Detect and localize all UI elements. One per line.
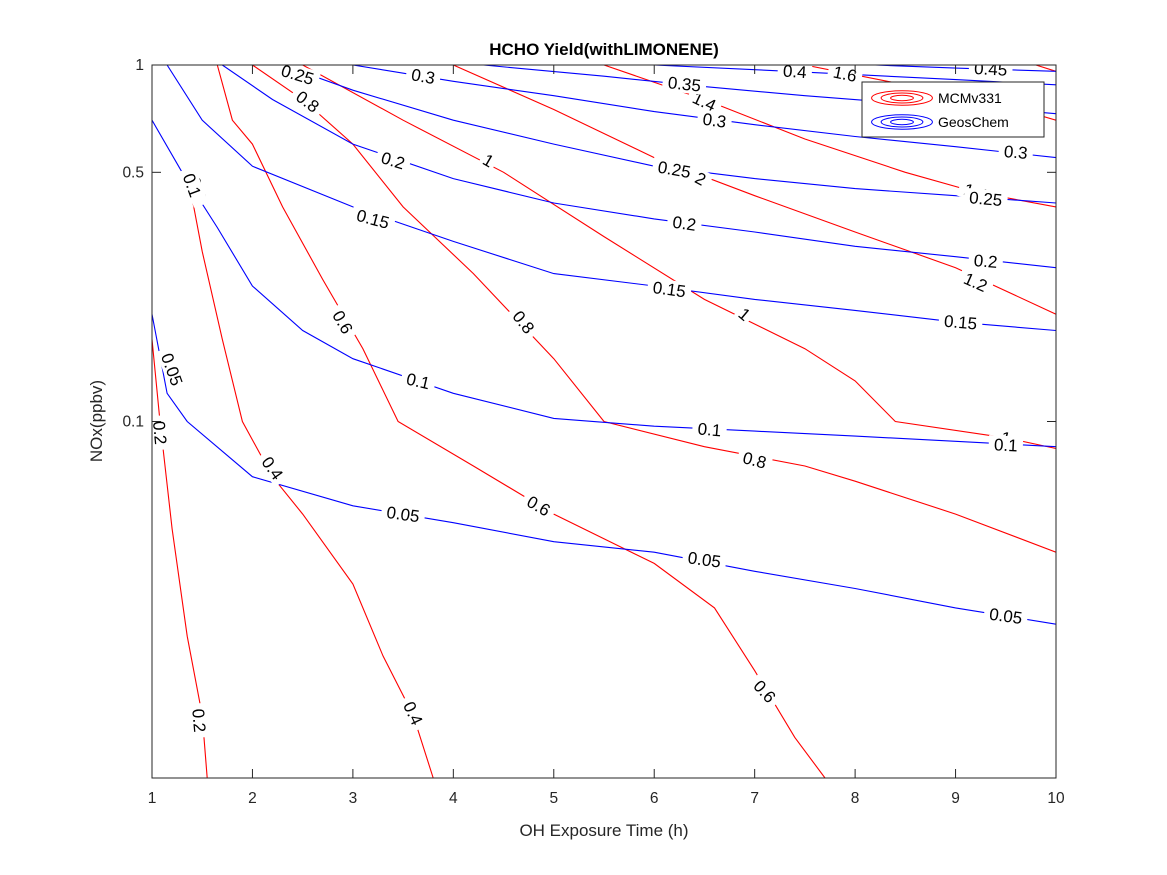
x-tick-label: 3	[349, 790, 358, 807]
contour-label-text: 0.05	[988, 605, 1023, 628]
y-tick-label: 0.1	[122, 414, 144, 431]
x-tick-label: 5	[549, 790, 558, 807]
contour-label-mcmv331: 0.2	[188, 702, 210, 739]
contour-label-text: 1.6	[831, 63, 858, 86]
x-tick-label: 2	[248, 790, 257, 807]
contour-label-text: 0.45	[974, 59, 1008, 80]
contour-label-geoschem: 0.3	[404, 65, 442, 88]
contour-label-text: 0.35	[667, 73, 702, 95]
contour-label-mcmv331: 1	[732, 302, 757, 327]
contour-label-geoschem: 0.2	[666, 211, 703, 235]
contour-label-geoschem: 0.4	[777, 61, 813, 82]
y-tick-label: 0.5	[122, 164, 144, 181]
contour-label-geoschem: 0.3	[997, 141, 1034, 163]
contour-label-text: 0.2	[671, 213, 697, 235]
contour-label-text: 0.05	[385, 503, 420, 526]
contour-label-text: 0.2	[973, 251, 998, 272]
contour-label-geoschem: 0.35	[661, 72, 708, 96]
contour-label-text: 0.15	[943, 312, 978, 334]
x-tick-label: 10	[1047, 790, 1065, 807]
legend-item-geoschem: GeosChem	[871, 114, 1009, 130]
contour-line-geoschem-0-05	[152, 314, 1056, 625]
x-tick-label: 9	[951, 790, 960, 807]
contour-label-text: 0.3	[701, 110, 727, 132]
contour-line-mcmv331-0-6	[216, 65, 826, 778]
legend-swatch-ring	[871, 90, 933, 106]
contour-label-text: 0.4	[782, 61, 807, 82]
contour-line-geoschem-0-15	[166, 65, 1056, 332]
legend-swatch-ring	[890, 118, 914, 126]
contour-label-geoschem: 0.45	[968, 59, 1013, 80]
contour-label-text: 0.15	[652, 278, 687, 301]
x-tick-label: 6	[650, 790, 659, 807]
x-tick-label: 8	[851, 790, 860, 807]
contour-label-geoschem: 0.05	[982, 603, 1029, 628]
legend-item-mcmv331: MCMv331	[871, 90, 1002, 106]
contour-label-text: 0.25	[968, 188, 1003, 210]
contour-label-mcmv331: 0.8	[735, 446, 774, 474]
legend-label: GeosChem	[938, 114, 1009, 130]
y-axis: 0.1 0.5 1	[122, 57, 1056, 431]
x-axis: 1 2 3 4 5 6 7 8 9 10	[148, 65, 1065, 807]
contour-label-text: 0.3	[410, 65, 437, 88]
contour-label-geoschem: 0.25	[651, 156, 698, 182]
contour-label-text: 0.3	[1003, 142, 1028, 163]
chart-title: HCHO Yield(withLIMONENE)	[489, 40, 719, 59]
contour-label-geoschem: 0.1	[691, 418, 728, 440]
contour-label-geoschem: 0.1	[399, 368, 437, 394]
y-tick-label: 1	[135, 57, 144, 74]
contour-line-geoschem-0-1	[152, 119, 1056, 448]
x-tick-label: 7	[750, 790, 759, 807]
x-tick-label: 4	[449, 790, 458, 807]
contour-label-mcmv331: 0.2	[149, 414, 171, 451]
contour-label-text: 0.1	[993, 435, 1018, 455]
contour-label-geoschem: 0.2	[967, 250, 1004, 272]
contour-label-geoschem: 0.25	[963, 187, 1009, 210]
contour-line-mcmv331-0-8	[252, 65, 1056, 553]
contour-label-geoschem: 0.15	[646, 277, 693, 301]
legend-swatch-ring	[871, 114, 933, 130]
contour-line-mcmv331-0-4	[186, 172, 434, 778]
legend: MCMv331 GeosChem	[861, 81, 1045, 138]
contour-label-geoschem: 0.15	[938, 311, 984, 334]
contour-label-mcmv331: 1	[477, 148, 500, 173]
contour-label-text: 0.2	[149, 420, 170, 445]
contour-label-mcmv331: 1.2	[956, 266, 995, 298]
contour-label-geoschem: 0.3	[696, 108, 733, 132]
contour-label-text: 0.05	[687, 548, 722, 571]
contour-label-text: 0.2	[188, 708, 209, 733]
contour-line-mcmv331-1-2	[453, 65, 1056, 315]
contour-line-mcmv331-1	[302, 65, 1056, 450]
contour-label-mcmv331: 1.6	[826, 63, 864, 87]
legend-swatch-ring	[880, 92, 924, 104]
contour-labels: 0.20.20.40.40.40.60.60.60.80.80.81111.21…	[149, 59, 1034, 739]
legend-swatch-ring	[890, 94, 914, 102]
contour-label-text: 0.1	[404, 369, 431, 393]
contour-label-geoschem: 0.05	[380, 502, 426, 526]
contour-label-geoschem: 0.05	[681, 547, 728, 572]
contour-line-geoschem-0-2	[221, 65, 1056, 269]
contour-label-geoschem: 0.1	[988, 435, 1024, 456]
legend-label: MCMv331	[938, 90, 1002, 106]
x-axis-label: OH Exposure Time (h)	[519, 821, 688, 840]
contour-label-text: 0.1	[697, 419, 722, 440]
contour-line-mcmv331-1-8	[1035, 65, 1056, 72]
y-axis-label: NOx(ppbv)	[87, 380, 106, 462]
legend-swatch-ring	[880, 116, 924, 128]
x-tick-label: 1	[148, 790, 157, 807]
